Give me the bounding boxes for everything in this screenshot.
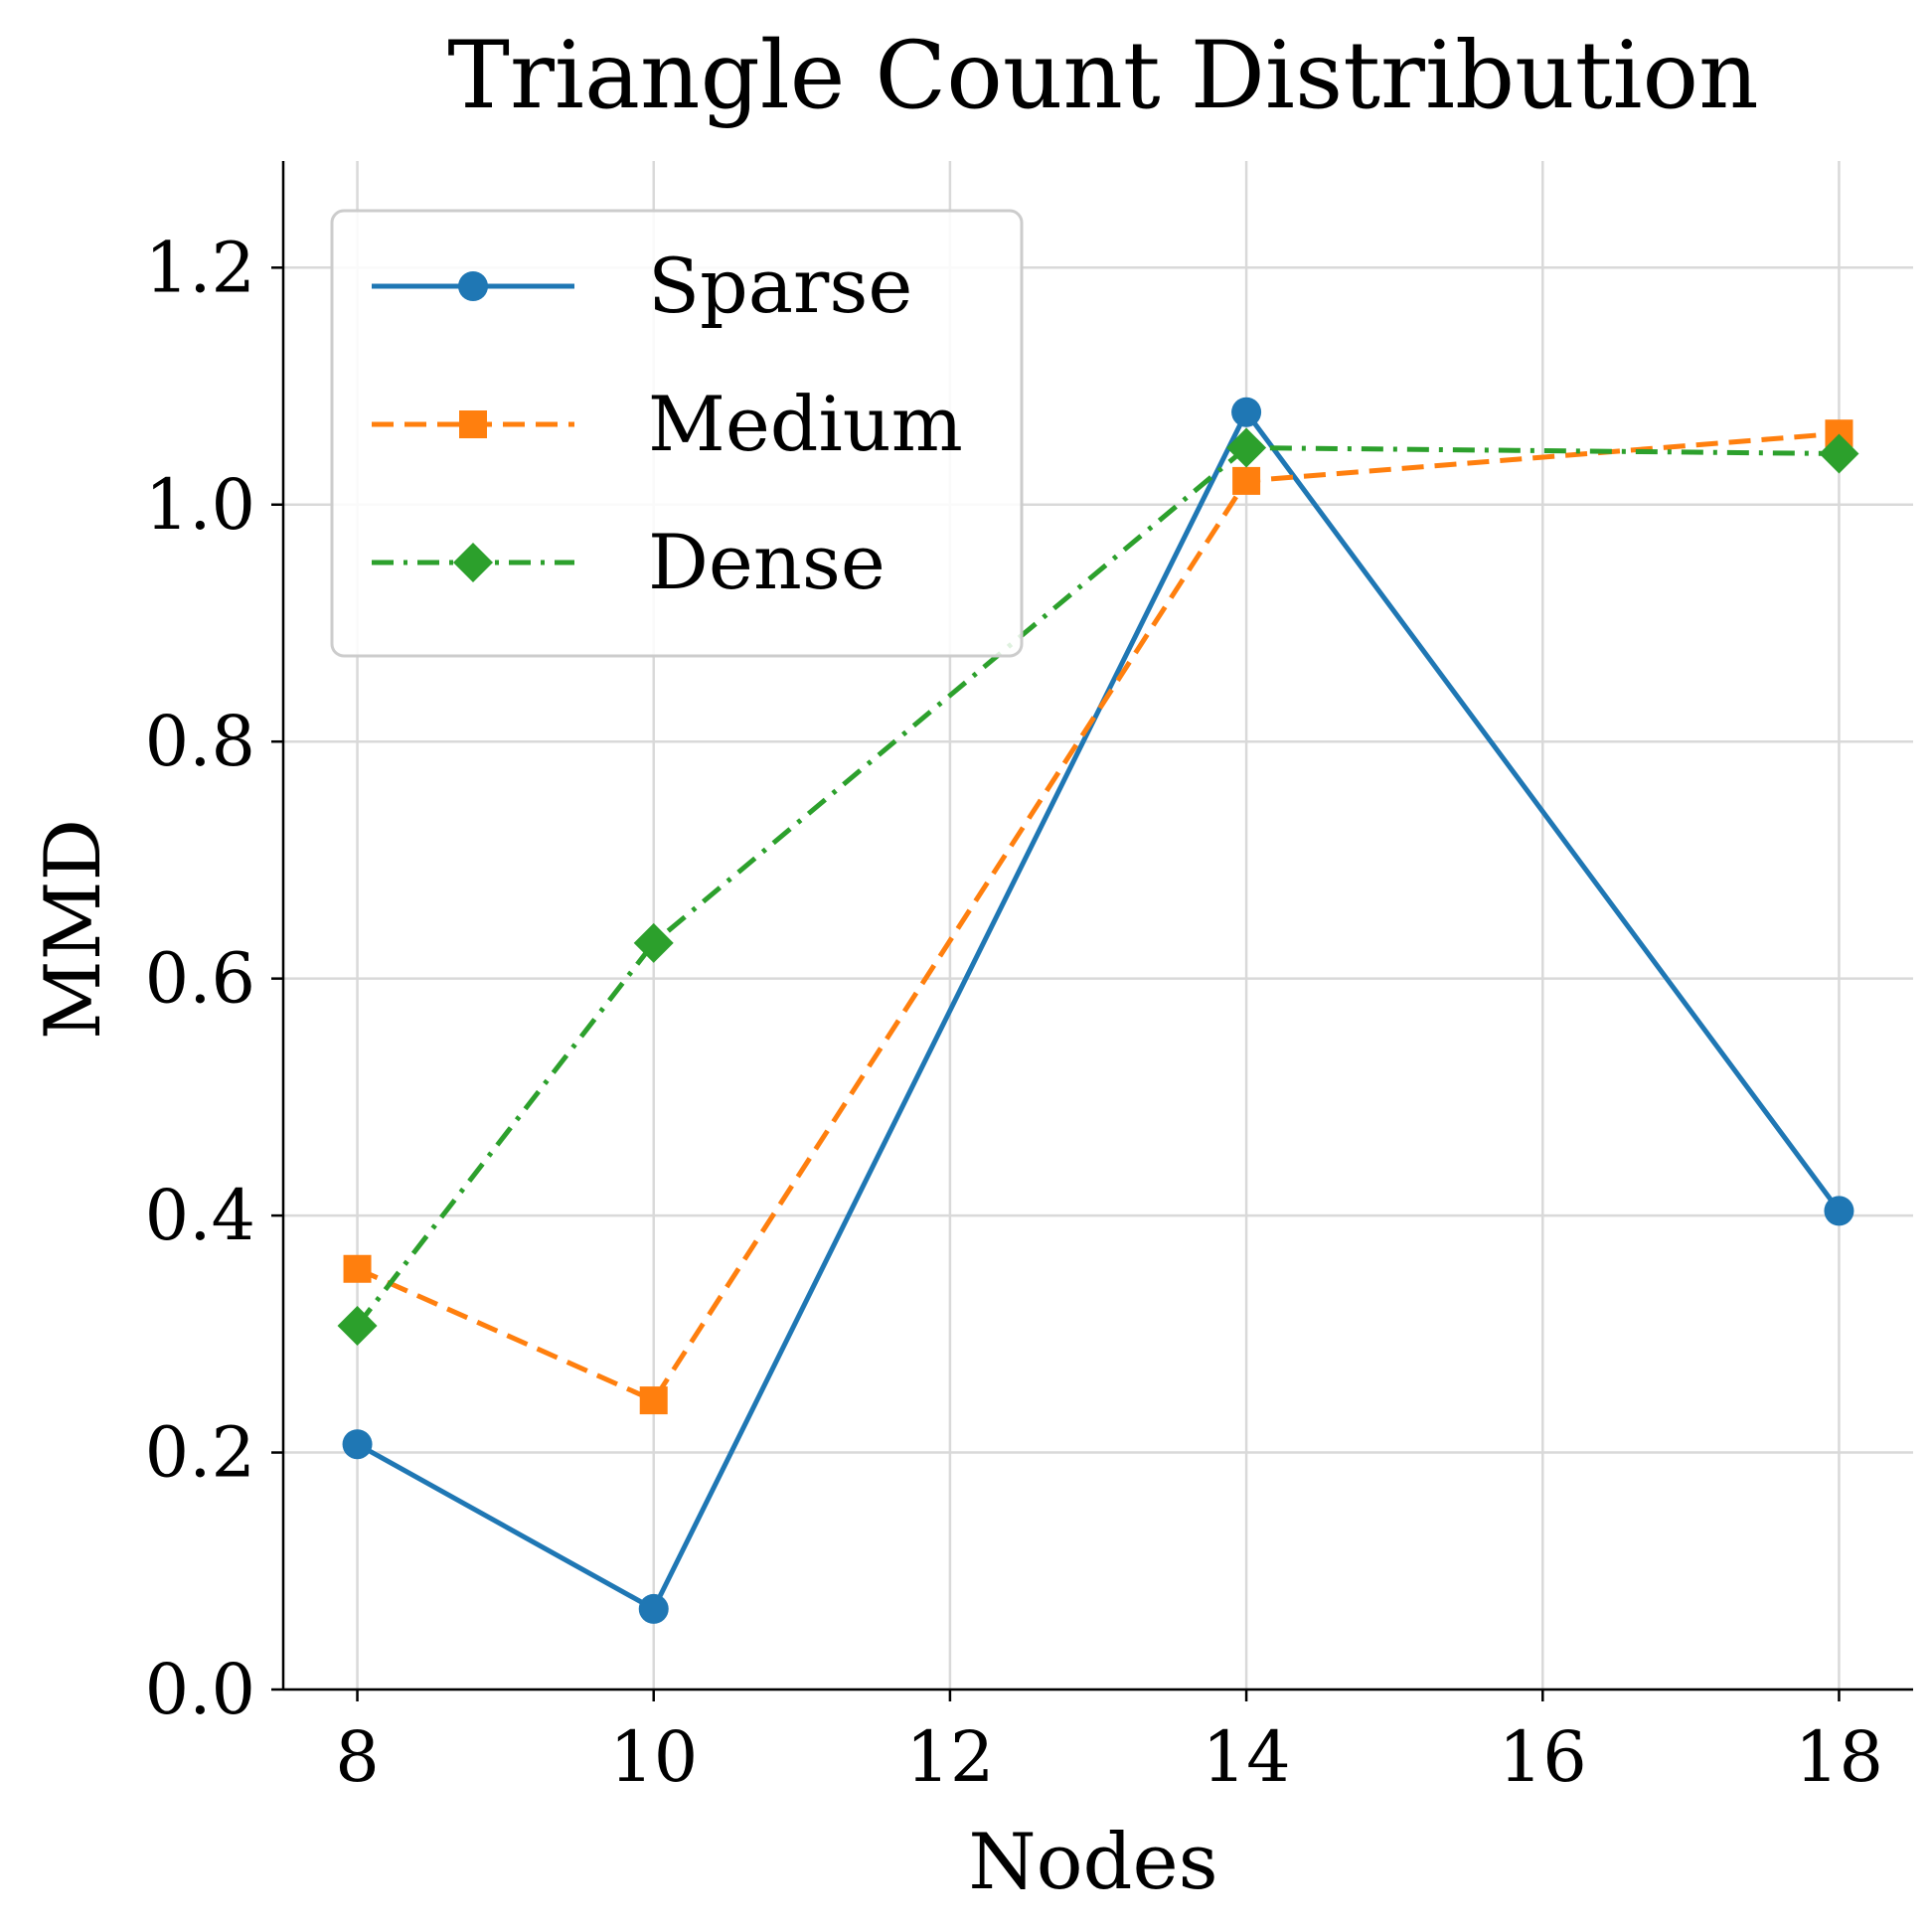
- legend-label-sparse: Sparse: [648, 242, 912, 330]
- legend-item-medium: Medium: [372, 380, 963, 468]
- ticks: 8 10 12 14 16 18 0.0 0.2 0.4 0.6 0.8 1.0 1.2: [145, 227, 1883, 1798]
- data-point-dense: [1819, 433, 1859, 474]
- x-tick-label: 10: [609, 1716, 698, 1798]
- axes: [281, 161, 1913, 1691]
- data-point-sparse: [1231, 397, 1262, 427]
- data-point-medium: [1232, 466, 1261, 495]
- data-point-sparse: [638, 1593, 669, 1624]
- legend-box: [330, 209, 1024, 658]
- x-tick-label: 12: [905, 1716, 994, 1798]
- y-tick-label: 1.0: [145, 464, 255, 546]
- y-tick-label: 0.6: [145, 938, 255, 1020]
- data-point-dense: [1226, 427, 1267, 468]
- series-line-sparse: [356, 409, 1842, 1612]
- series-medium: [343, 419, 1853, 1415]
- y-tick-label: 0.8: [145, 701, 255, 782]
- legend-label-medium: Medium: [648, 380, 963, 468]
- x-tick-label: 14: [1203, 1716, 1291, 1798]
- data-point-medium: [343, 1254, 372, 1283]
- series-dense: [337, 427, 1859, 1346]
- series-line-medium: [356, 430, 1840, 1403]
- y-axis-label: MMD: [29, 819, 118, 1040]
- y-tick-label: 0.2: [145, 1412, 255, 1494]
- legend-marker-medium: [459, 410, 487, 438]
- series-line-dense: [355, 445, 1840, 1328]
- series-sparse: [342, 397, 1854, 1624]
- y-tick-label: 0.4: [145, 1175, 255, 1256]
- legend-label-dense: Dense: [648, 518, 886, 606]
- y-tick-label: 1.2: [145, 227, 255, 308]
- chart-title: Triangle Count Distribution: [447, 22, 1758, 130]
- series-layer: [337, 397, 1859, 1624]
- x-axis-label: Nodes: [968, 1818, 1217, 1907]
- data-point-sparse: [1824, 1196, 1854, 1226]
- legend-item-dense: Dense: [372, 518, 886, 606]
- legend: Sparse Medium Dense: [330, 209, 1024, 658]
- data-point-sparse: [342, 1429, 373, 1460]
- x-tick-label: 8: [335, 1716, 380, 1798]
- legend-item-sparse: Sparse: [372, 242, 912, 330]
- x-tick-label: 18: [1795, 1716, 1883, 1798]
- legend-marker-dense: [453, 543, 493, 582]
- x-tick-label: 16: [1499, 1716, 1587, 1798]
- data-point-dense: [633, 922, 674, 963]
- data-point-dense: [337, 1305, 378, 1346]
- data-point-medium: [639, 1386, 668, 1415]
- y-tick-label: 0.0: [145, 1649, 255, 1730]
- legend-marker-sparse: [458, 271, 488, 301]
